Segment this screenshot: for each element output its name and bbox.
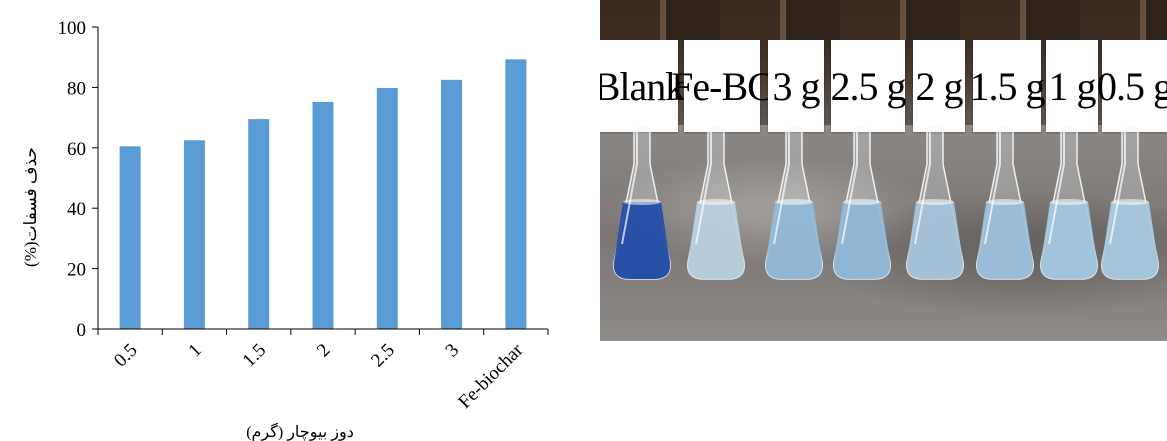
- flask: [903, 124, 967, 282]
- y-tick-label: 60: [67, 139, 86, 160]
- photo-label-blank: Blank: [600, 40, 685, 132]
- photo-label-2-5g: 2.5 g: [831, 40, 907, 132]
- flask: [1098, 124, 1162, 282]
- flask: [830, 124, 894, 282]
- photo-label-1-5g: 1.5 g: [970, 40, 1046, 132]
- bar: [376, 88, 398, 329]
- x-tick-label: 2.5: [367, 340, 399, 372]
- flask: [973, 124, 1037, 282]
- phosphate-removal-bar-chart: 0 20 40 60 80 100 0.5 1 1.5 2 2.5 3Fe-biochar حذف …: [21, 18, 549, 441]
- y-tick-label: 80: [67, 78, 86, 99]
- bar: [119, 146, 141, 329]
- x-tick-label: 0.5: [110, 340, 142, 372]
- x-axis-title: دوز بیوچار (گرم): [246, 422, 354, 441]
- flask: [610, 124, 674, 282]
- lab-background: [600, 0, 1167, 40]
- y-axis: 0 20 40 60 80 100: [58, 18, 99, 341]
- bar: [312, 101, 334, 329]
- flask-samples-photo: Blank Fe-BC 3 g 2.5 g 2 g 1.5 g 1 g 0.5 …: [600, 0, 1167, 341]
- x-tick-label: 1: [184, 340, 206, 362]
- x-tick-label: 3: [442, 340, 464, 362]
- x-axis: 0.5 1 1.5 2 2.5 3Fe-biochar: [97, 328, 549, 413]
- y-tick-label: 40: [67, 199, 86, 220]
- x-tick-label: 2: [313, 340, 335, 362]
- bar: [505, 59, 527, 330]
- photo-label-3g: 3 g: [768, 40, 824, 132]
- photo-label-0-5g: 0.5 g: [1097, 40, 1167, 132]
- y-tick-label: 20: [67, 260, 86, 281]
- photo-label-1g: 1 g: [1046, 40, 1098, 132]
- x-tick-label: Fe-biochar: [454, 339, 528, 413]
- bar: [248, 119, 270, 329]
- y-axis-title: حذف فسفات(%): [21, 147, 40, 267]
- photo-label-fe-bc: Fe-BC: [671, 40, 774, 132]
- y-tick-label: 100: [58, 18, 87, 39]
- photo-label-2g: 2 g: [913, 40, 965, 132]
- y-tick-label: 0: [77, 320, 87, 341]
- x-tick-label: 1.5: [239, 340, 271, 372]
- flask: [1037, 124, 1101, 282]
- flask: [762, 124, 826, 282]
- bar: [441, 79, 463, 329]
- bar: [183, 140, 205, 329]
- bars: [119, 59, 527, 330]
- flask: [684, 124, 748, 282]
